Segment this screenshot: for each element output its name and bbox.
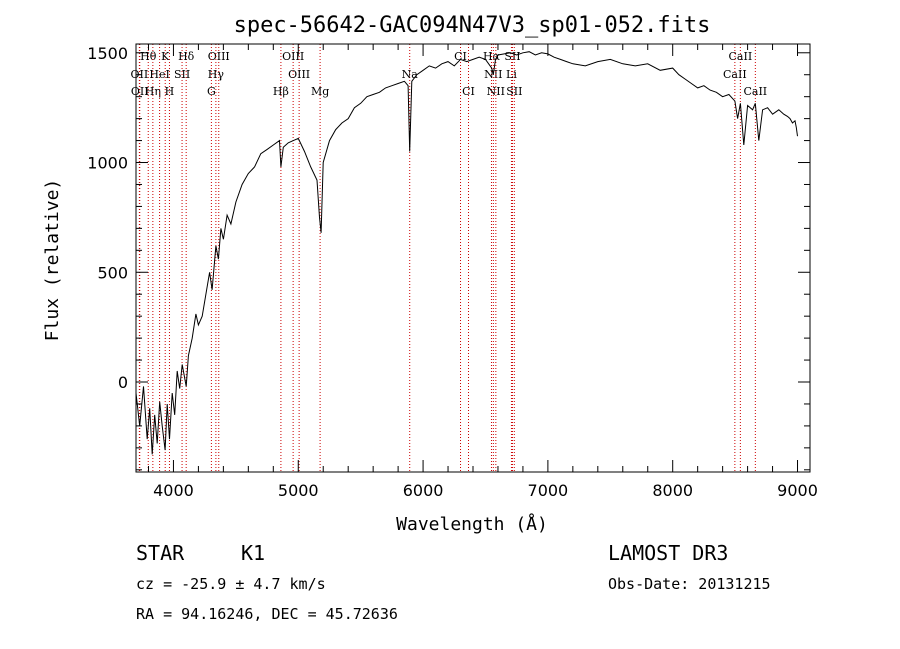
x-tick-label: 9000: [777, 481, 818, 500]
spectral-line-label: CaII: [723, 68, 747, 81]
spectral-line-label: OIII: [282, 50, 304, 63]
spectral-line-label: SII: [506, 85, 522, 98]
spectral-line-label: CI: [454, 50, 467, 63]
spectrum-layer: [135, 51, 798, 455]
spectral-line-label: OIII: [288, 68, 310, 81]
spectrum-line: [135, 51, 798, 455]
x-tick-label: 4000: [153, 481, 194, 500]
object-subclass: K1: [241, 541, 265, 565]
x-tick-label: 7000: [528, 481, 569, 500]
redshift-cz: cz = -25.9 ± 4.7 km/s: [136, 575, 326, 593]
y-tick-label: 500: [97, 263, 128, 282]
spectral-line-label: NII: [487, 85, 505, 98]
spectral-line-label: H: [165, 85, 175, 98]
spectral-line-label: Hγ: [208, 68, 225, 81]
spectral-line-label: Hα: [483, 50, 501, 63]
object-class: STAR: [136, 541, 185, 565]
spectral-line-label: Hβ: [273, 85, 289, 98]
y-tick-label: 1500: [87, 44, 128, 63]
spectral-line-label: Hδ: [178, 50, 195, 63]
spectral-line-label: HeI: [149, 68, 169, 81]
y-axis-label: Flux (relative): [42, 179, 63, 342]
spectral-line-label: CaII: [729, 50, 753, 63]
y-tick-label: 1000: [87, 154, 128, 173]
spectral-line-label: SII: [174, 68, 190, 81]
spectral-line-label: Na: [402, 68, 419, 81]
tick-layer: 4000 5000 6000 7000 8000 9000 0 500 1000 1500: [87, 44, 818, 500]
spectral-line-label: CI: [462, 85, 475, 98]
spectral-line-label: Li: [506, 68, 517, 81]
spectral-line-label: OII: [131, 85, 149, 98]
spectral-line-label: OIII: [208, 50, 230, 63]
spectral-line-label: Hθ: [140, 50, 157, 63]
chart-title: spec-56642-GAC094N47V3_sp01-052.fits: [234, 13, 711, 38]
spectral-line-label: SII: [504, 50, 520, 63]
obs-date: Obs-Date: 20131215: [608, 575, 771, 593]
coordinates: RA = 94.16246, DEC = 45.72636: [136, 605, 398, 623]
spectral-line-label: Hη: [145, 85, 161, 98]
spectral-line-label: Mg: [311, 85, 329, 98]
survey-label: LAMOST DR3: [608, 541, 728, 565]
plot-frame: [135, 43, 811, 473]
x-tick-label: 6000: [403, 481, 444, 500]
spectral-line-label: CaII: [743, 85, 767, 98]
spectral-line-label: K: [161, 50, 170, 63]
x-axis-label: Wavelength (Å): [396, 513, 548, 535]
y-tick-label: 0: [118, 373, 128, 392]
spectral-line-label: G: [207, 85, 216, 98]
x-tick-label: 5000: [278, 481, 319, 500]
x-tick-label: 8000: [652, 481, 693, 500]
